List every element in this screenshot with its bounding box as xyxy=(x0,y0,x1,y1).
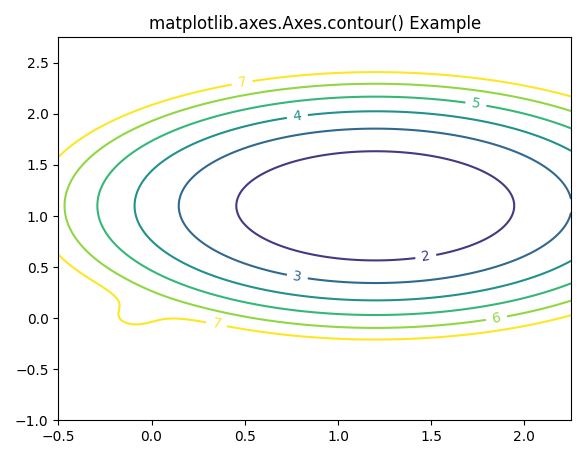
Title: matplotlib.axes.Axes.contour() Example: matplotlib.axes.Axes.contour() Example xyxy=(148,15,481,33)
Text: 3: 3 xyxy=(292,269,303,284)
Text: 5: 5 xyxy=(471,96,481,112)
Text: 2: 2 xyxy=(420,249,431,264)
Text: 7: 7 xyxy=(211,317,222,332)
Text: 6: 6 xyxy=(491,311,502,326)
Text: 4: 4 xyxy=(292,109,302,124)
Text: 7: 7 xyxy=(237,75,248,90)
